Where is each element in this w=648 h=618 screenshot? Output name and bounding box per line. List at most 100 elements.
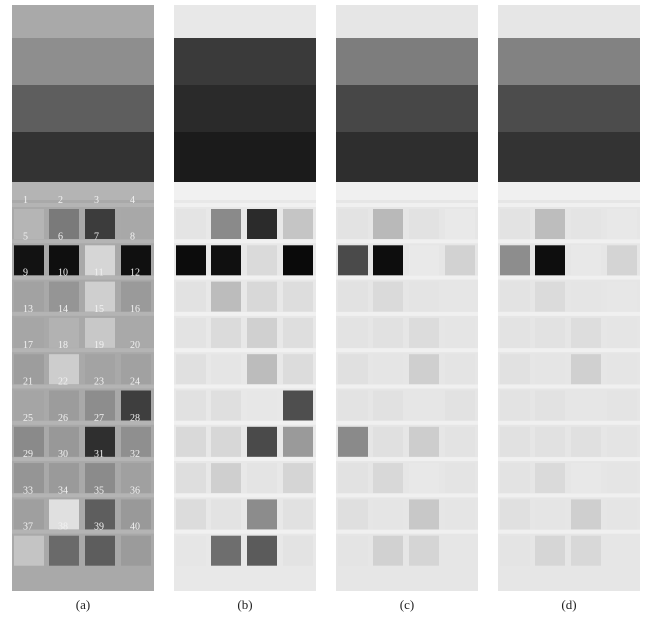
sample-number-11: 11 <box>94 268 104 279</box>
sample-square-40 <box>121 535 151 566</box>
grid-separator <box>336 203 478 207</box>
sample-square-35 <box>571 499 601 530</box>
sample-square-13 <box>176 317 206 348</box>
sample-square-21 <box>338 390 368 421</box>
sample-square-18 <box>373 354 403 385</box>
sample-square-17 <box>500 354 530 385</box>
sample-number-10: 10 <box>58 268 68 279</box>
sample-square-5 <box>500 245 530 276</box>
sample-square-38 <box>49 535 79 566</box>
grid-separator <box>336 529 478 534</box>
sample-square-7 <box>85 245 115 276</box>
sample-square-4 <box>445 209 475 239</box>
sample-square-2 <box>373 209 403 239</box>
sample-square-38 <box>535 535 565 566</box>
sample-square-24 <box>121 390 151 421</box>
sample-square-32 <box>121 463 151 494</box>
sample-square-12 <box>283 281 313 312</box>
grid-separator <box>498 239 640 244</box>
sample-square-4 <box>121 209 151 239</box>
sample-square-4 <box>607 209 637 239</box>
sample-number-31: 31 <box>94 449 104 460</box>
sample-square-6 <box>49 245 79 276</box>
sample-square-22 <box>535 390 565 421</box>
sample-square-21 <box>14 390 44 421</box>
reference-stripe-2 <box>498 85 640 132</box>
sample-square-14 <box>373 317 403 348</box>
sample-square-25 <box>338 426 368 457</box>
sample-number-29: 29 <box>23 449 33 460</box>
sample-square-32 <box>283 463 313 494</box>
sample-number-22: 22 <box>58 377 68 388</box>
sample-square-13 <box>500 317 530 348</box>
sample-square-1 <box>338 209 368 239</box>
sample-square-14 <box>49 317 79 348</box>
sample-square-30 <box>211 463 241 494</box>
sample-number-23: 23 <box>94 377 104 388</box>
sample-square-39 <box>247 535 277 566</box>
sample-square-3 <box>85 209 115 239</box>
sample-number-7: 7 <box>94 231 99 242</box>
sample-square-28 <box>607 426 637 457</box>
sample-square-26 <box>49 426 79 457</box>
sample-square-22 <box>373 390 403 421</box>
sample-square-3 <box>571 209 601 239</box>
sample-number-36: 36 <box>130 485 140 496</box>
sample-square-12 <box>607 281 637 312</box>
sample-number-38: 38 <box>58 522 68 533</box>
grid-separator <box>174 420 316 425</box>
sample-square-26 <box>211 426 241 457</box>
sample-square-37 <box>14 535 44 566</box>
grid-separator <box>12 529 154 534</box>
sample-number-13: 13 <box>23 304 33 315</box>
sample-square-13 <box>14 317 44 348</box>
sample-square-3 <box>409 209 439 239</box>
sample-square-13 <box>338 317 368 348</box>
board-top-band <box>174 182 316 200</box>
sample-number-34: 34 <box>58 485 68 496</box>
sample-number-17: 17 <box>23 340 33 351</box>
grid-separator <box>174 493 316 498</box>
sample-square-7 <box>409 245 439 276</box>
sample-square-16 <box>445 317 475 348</box>
sample-square-17 <box>176 354 206 385</box>
grid-separator <box>12 384 154 389</box>
grid-separator <box>12 203 154 207</box>
sample-square-40 <box>607 535 637 566</box>
sample-square-11 <box>85 281 115 312</box>
sample-number-4: 4 <box>130 195 135 206</box>
sample-square-21 <box>500 390 530 421</box>
reference-stripe-2 <box>12 85 154 132</box>
sample-square-31 <box>247 463 277 494</box>
reference-stripe-1 <box>174 38 316 85</box>
sample-square-25 <box>500 426 530 457</box>
sample-square-35 <box>247 499 277 530</box>
sample-square-10 <box>535 281 565 312</box>
sample-square-15 <box>85 317 115 348</box>
sample-square-29 <box>176 463 206 494</box>
sample-number-27: 27 <box>94 413 104 424</box>
sample-square-19 <box>571 354 601 385</box>
sample-number-40: 40 <box>130 522 140 533</box>
sample-square-11 <box>247 281 277 312</box>
caption-d: (d) <box>561 597 577 612</box>
sample-square-9 <box>176 281 206 312</box>
sample-square-34 <box>535 499 565 530</box>
sample-square-24 <box>607 390 637 421</box>
sample-square-3 <box>247 209 277 239</box>
sample-square-29 <box>500 463 530 494</box>
sample-square-12 <box>445 281 475 312</box>
sample-number-19: 19 <box>94 340 104 351</box>
sample-square-10 <box>49 281 79 312</box>
sample-square-33 <box>14 499 44 530</box>
sample-square-27 <box>247 426 277 457</box>
sample-square-9 <box>14 281 44 312</box>
sample-square-28 <box>445 426 475 457</box>
sample-number-21: 21 <box>23 377 33 388</box>
sample-square-10 <box>373 281 403 312</box>
caption-a: (a) <box>75 597 91 612</box>
sample-number-9: 9 <box>23 268 28 279</box>
sample-square-16 <box>121 317 151 348</box>
grid-separator <box>174 348 316 353</box>
